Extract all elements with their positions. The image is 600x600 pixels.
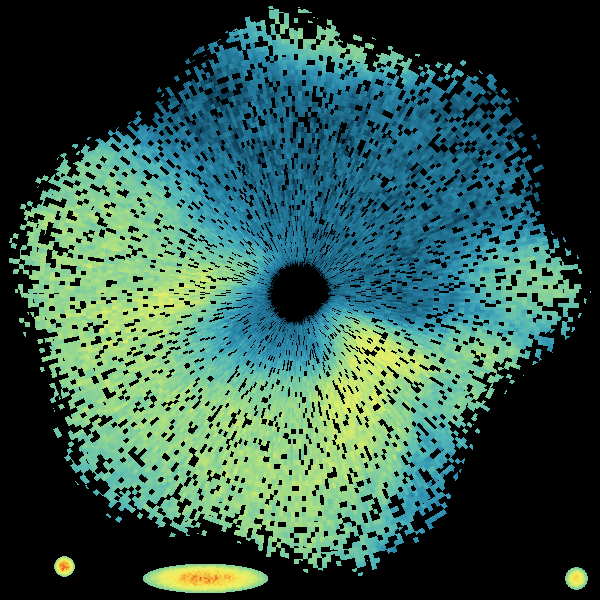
radar-image-container <box>0 0 600 600</box>
radar-ppi-reflectivity-canvas <box>0 0 600 600</box>
